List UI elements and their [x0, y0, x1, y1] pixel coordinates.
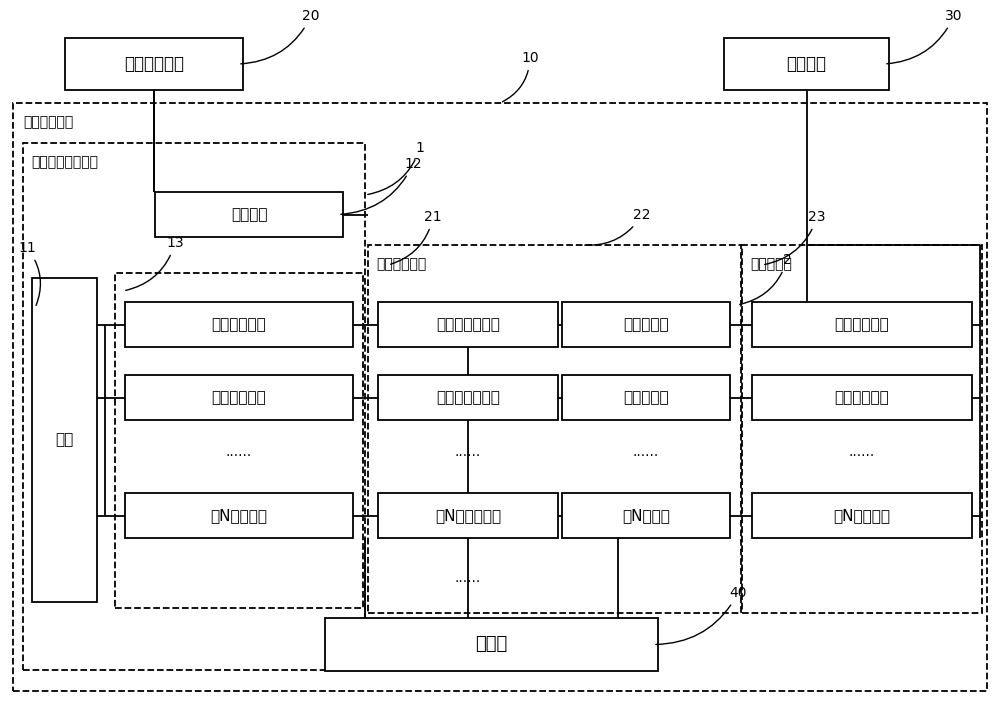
Text: 第一控制绕组: 第一控制绕组: [212, 317, 266, 332]
Text: 第N控制绕组: 第N控制绕组: [210, 508, 268, 523]
Text: 2: 2: [740, 253, 791, 304]
Text: 第二滤波器: 第二滤波器: [623, 390, 669, 405]
Bar: [23, 143, 365, 670]
Text: 第一副方绕组: 第一副方绕组: [835, 317, 889, 332]
Bar: [65, 38, 243, 90]
Text: 30: 30: [887, 9, 963, 63]
Text: ......: ......: [849, 444, 875, 458]
Text: 第N滤波器: 第N滤波器: [622, 508, 670, 523]
Text: 11: 11: [18, 241, 40, 305]
Bar: [378, 302, 558, 347]
Text: 变频控制系统: 变频控制系统: [23, 115, 73, 129]
Text: ......: ......: [455, 444, 481, 458]
Text: 负载或原动机: 负载或原动机: [124, 55, 184, 73]
Text: 第N副方绕组: 第N副方绕组: [834, 508, 891, 523]
Text: 40: 40: [656, 586, 747, 645]
Bar: [115, 273, 363, 608]
Text: ......: ......: [455, 571, 481, 585]
Text: 多相无刷双馈电机: 多相无刷双馈电机: [31, 155, 98, 169]
Text: 22: 22: [585, 208, 651, 245]
Text: 23: 23: [765, 210, 826, 265]
Text: 1: 1: [368, 141, 424, 195]
Bar: [724, 38, 889, 90]
Bar: [13, 103, 987, 691]
Text: 20: 20: [241, 9, 320, 64]
Bar: [325, 618, 658, 671]
Text: 三相电网: 三相电网: [786, 55, 826, 73]
Bar: [378, 493, 558, 538]
Bar: [562, 493, 730, 538]
Text: 功率绕组: 功率绕组: [231, 207, 267, 222]
Bar: [378, 375, 558, 420]
Bar: [562, 302, 730, 347]
Bar: [562, 375, 730, 420]
Bar: [742, 245, 982, 613]
Text: ......: ......: [633, 444, 659, 458]
Text: 12: 12: [341, 157, 422, 215]
Text: 10: 10: [502, 51, 539, 102]
Text: 控制器: 控制器: [475, 635, 508, 654]
Bar: [155, 192, 343, 237]
Text: 多相驱动电路: 多相驱动电路: [376, 257, 426, 271]
Text: 13: 13: [126, 236, 184, 290]
Text: 第二功率变换器: 第二功率变换器: [436, 390, 500, 405]
Bar: [125, 302, 353, 347]
Text: 第N功率变换器: 第N功率变换器: [435, 508, 501, 523]
Bar: [752, 375, 972, 420]
Text: 21: 21: [391, 210, 442, 265]
Bar: [125, 375, 353, 420]
Bar: [752, 302, 972, 347]
Text: 第一滤波器: 第一滤波器: [623, 317, 669, 332]
Text: 第二副方绕组: 第二副方绕组: [835, 390, 889, 405]
Bar: [125, 493, 353, 538]
Text: 第二控制绕组: 第二控制绕组: [212, 390, 266, 405]
Bar: [368, 245, 741, 613]
Bar: [752, 493, 972, 538]
Text: 移相变压器: 移相变压器: [750, 257, 792, 271]
Text: 第一功率变换器: 第一功率变换器: [436, 317, 500, 332]
Text: 定子: 定子: [55, 433, 74, 448]
Bar: [32, 278, 97, 602]
Text: ......: ......: [226, 444, 252, 458]
